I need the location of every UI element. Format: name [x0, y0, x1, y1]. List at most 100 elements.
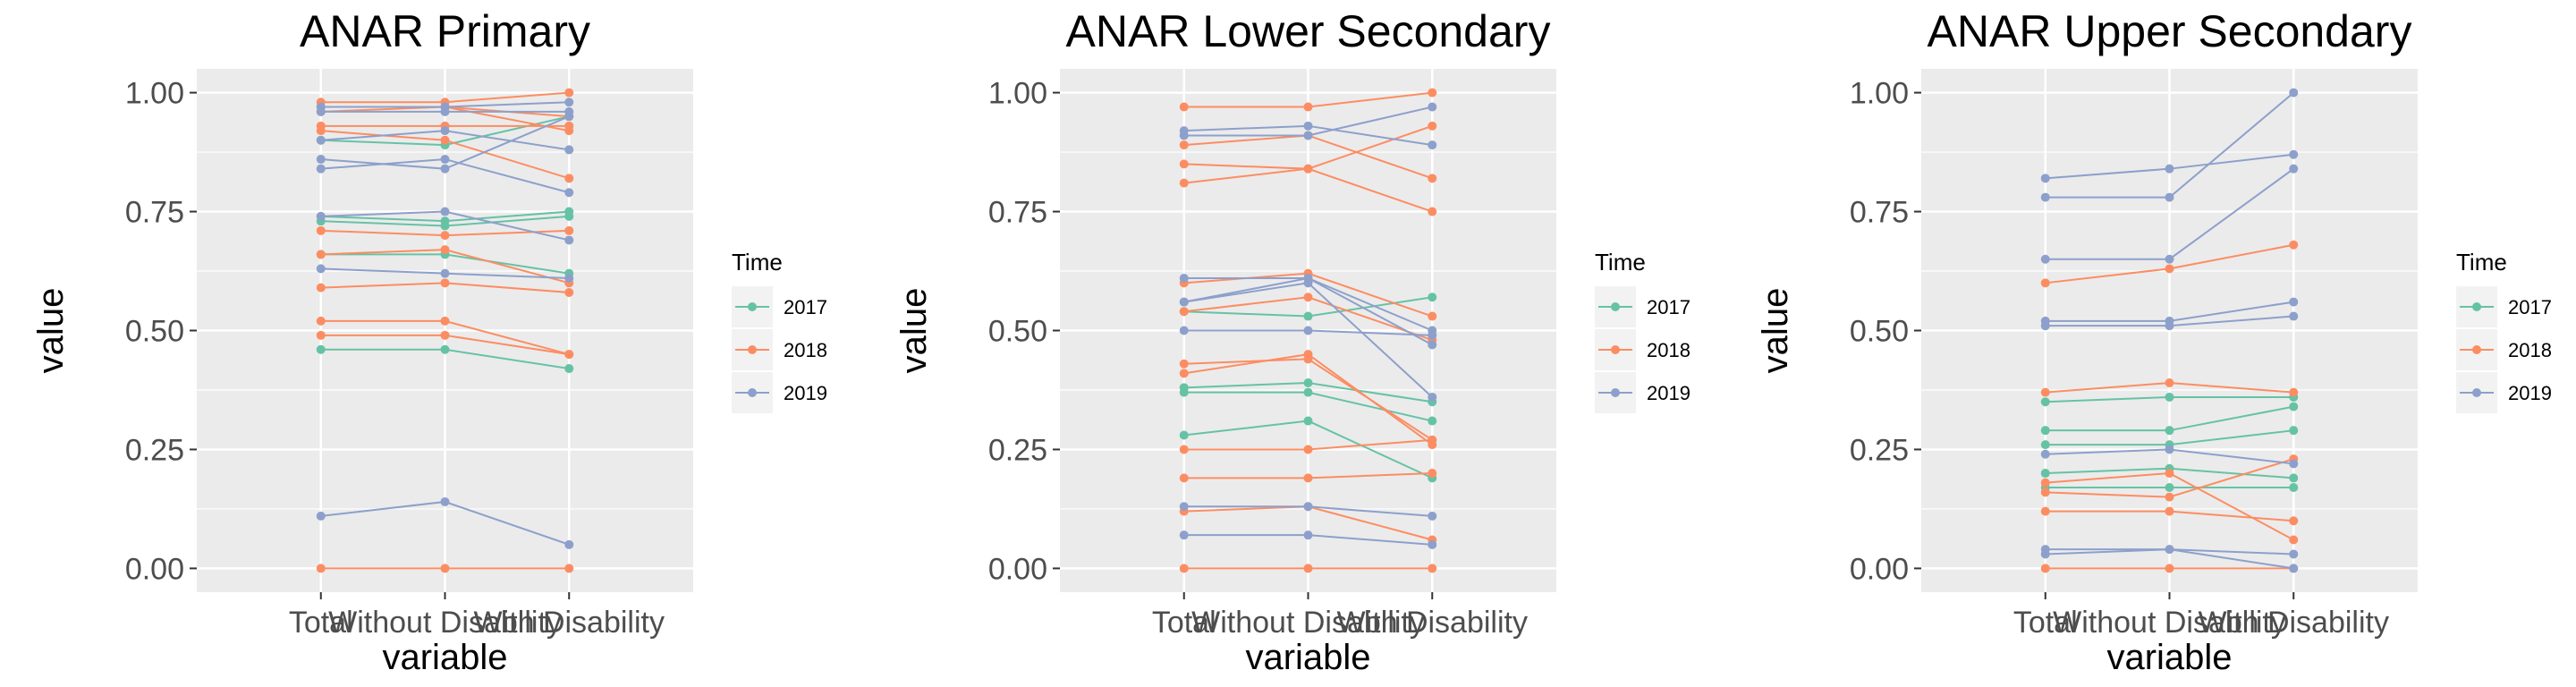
data-point	[1179, 326, 1189, 335]
data-point	[2165, 492, 2174, 502]
y-tick-label: 0.50	[125, 315, 184, 349]
data-point	[2040, 426, 2050, 436]
legend-key-point	[2472, 302, 2481, 311]
data-point	[1428, 121, 1437, 131]
data-point	[1428, 207, 1437, 216]
data-point	[564, 98, 574, 107]
data-point	[2165, 164, 2174, 174]
y-tick-label: 0.00	[988, 552, 1047, 586]
chart-title: ANAR Upper Secondary	[1928, 6, 2412, 56]
data-point	[2289, 535, 2299, 545]
data-point	[316, 250, 326, 259]
data-point	[564, 112, 574, 122]
data-point	[2289, 426, 2299, 436]
data-point	[440, 126, 450, 136]
y-axis-title: value	[31, 288, 71, 374]
data-point	[2289, 473, 2299, 483]
data-point	[1428, 435, 1437, 445]
data-point	[1179, 140, 1189, 150]
data-point	[2289, 149, 2299, 159]
data-point	[316, 344, 326, 354]
data-point	[2289, 402, 2299, 411]
data-point	[2040, 478, 2050, 488]
y-axis-title: value	[894, 288, 934, 374]
data-point	[2040, 174, 2050, 183]
x-tick-label: With Disability	[1337, 606, 1528, 640]
data-point	[1179, 473, 1189, 483]
data-point	[2040, 397, 2050, 407]
data-point	[2165, 321, 2174, 331]
data-point	[564, 211, 574, 221]
data-point	[440, 106, 450, 116]
data-point	[316, 164, 326, 174]
x-tick-label: Without Disability	[2053, 606, 2286, 640]
data-point	[1303, 274, 1313, 283]
legend-key-point	[2472, 388, 2481, 397]
data-point	[1179, 359, 1189, 369]
x-axis-title: variable	[1245, 638, 1370, 677]
data-point	[316, 564, 326, 573]
data-point	[1179, 530, 1189, 540]
y-axis-title: value	[1756, 288, 1795, 374]
data-point	[564, 121, 574, 131]
data-point	[2040, 254, 2050, 264]
data-point	[2289, 164, 2299, 174]
data-point	[1303, 416, 1313, 426]
data-point	[2289, 240, 2299, 250]
data-point	[564, 225, 574, 235]
data-point	[440, 231, 450, 241]
chart-title: ANAR Lower Secondary	[1066, 6, 1551, 56]
data-point	[2040, 449, 2050, 459]
data-point	[2165, 392, 2174, 402]
data-point	[1303, 350, 1313, 360]
x-tick-label: Total	[1152, 606, 1216, 640]
legend-title: Time	[1595, 249, 1646, 276]
data-point	[564, 174, 574, 183]
data-point	[316, 511, 326, 521]
data-point	[440, 268, 450, 278]
legend-label: 2017	[2508, 296, 2552, 318]
legend-key-point	[748, 388, 757, 397]
data-point	[316, 264, 326, 274]
data-point	[1428, 392, 1437, 402]
data-point	[1303, 378, 1313, 387]
y-tick-label: 0.75	[1850, 196, 1909, 230]
data-point	[316, 316, 326, 326]
data-point	[2165, 192, 2174, 202]
x-tick-label: Total	[289, 606, 353, 640]
y-tick-label: 0.00	[125, 552, 184, 586]
legend-key-point	[1611, 345, 1620, 354]
data-point	[1179, 159, 1189, 169]
y-tick-label: 1.00	[1850, 77, 1909, 111]
data-point	[1428, 416, 1437, 426]
data-point	[1303, 473, 1313, 483]
data-point	[1303, 564, 1313, 573]
data-point	[564, 88, 574, 98]
data-point	[2040, 278, 2050, 288]
data-point	[1179, 430, 1189, 440]
x-axis-title: variable	[2106, 638, 2232, 677]
data-point	[1303, 326, 1313, 335]
data-point	[1179, 369, 1189, 378]
data-point	[440, 278, 450, 288]
data-point	[564, 564, 574, 573]
data-point	[1428, 564, 1437, 573]
data-point	[1179, 178, 1189, 188]
data-point	[2289, 297, 2299, 307]
legend-key-point	[1611, 302, 1620, 311]
data-point	[440, 564, 450, 573]
data-point	[440, 207, 450, 216]
data-point	[1179, 297, 1189, 307]
data-point	[2165, 426, 2174, 436]
data-point	[1303, 445, 1313, 454]
y-tick-label: 0.25	[988, 433, 1047, 467]
data-point	[440, 221, 450, 231]
data-point	[2165, 506, 2174, 516]
legend-title: Time	[732, 249, 783, 276]
data-point	[2040, 321, 2050, 331]
chart-title: ANAR Primary	[300, 6, 590, 56]
data-point	[440, 155, 450, 165]
y-tick-label: 0.50	[1850, 315, 1909, 349]
